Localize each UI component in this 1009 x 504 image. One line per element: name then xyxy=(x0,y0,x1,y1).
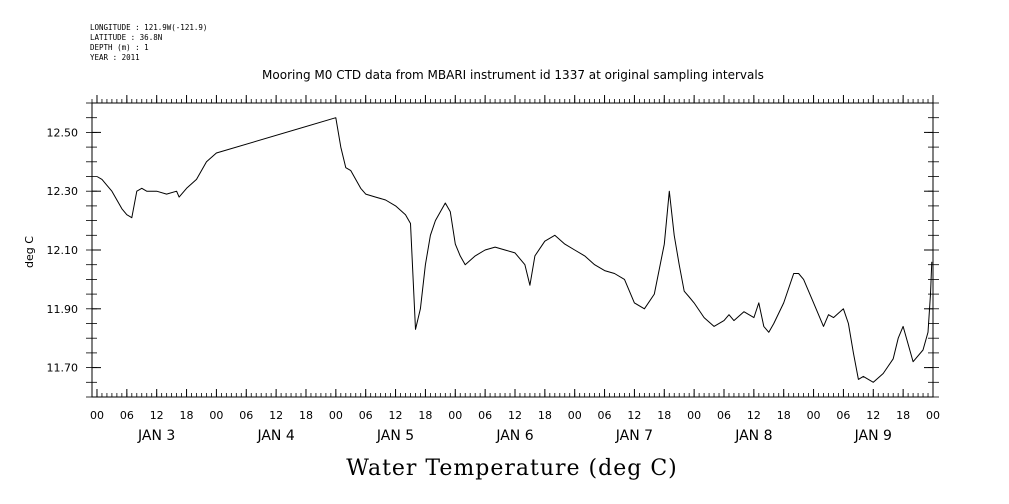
x-day-label: JAN 6 xyxy=(495,428,533,444)
x-tick-label: 18 xyxy=(418,409,432,422)
x-day-label: JAN 9 xyxy=(854,428,892,444)
x-tick-label: 06 xyxy=(239,409,253,422)
meta-line-latitude: LATITUDE : 36.8N xyxy=(90,33,163,42)
x-tick-label: 18 xyxy=(180,409,194,422)
meta-line-year: YEAR : 2011 xyxy=(90,53,140,62)
x-tick-label: 00 xyxy=(807,409,821,422)
x-tick-label: 00 xyxy=(90,409,104,422)
x-tick-label: 00 xyxy=(329,409,343,422)
y-tick-label: 11.70 xyxy=(47,362,79,375)
x-tick-label: 12 xyxy=(150,409,164,422)
y-tick-label: 12.50 xyxy=(47,126,79,139)
x-tick-label: 06 xyxy=(717,409,731,422)
y-tick-label: 12.30 xyxy=(47,185,79,198)
x-tick-label: 18 xyxy=(777,409,791,422)
x-tick-label: 12 xyxy=(747,409,761,422)
meta-line-depth: DEPTH (m) : 1 xyxy=(90,43,149,52)
x-tick-label: 12 xyxy=(269,409,283,422)
x-tick-label: 18 xyxy=(657,409,671,422)
x-tick-label: 12 xyxy=(389,409,403,422)
chart-title: Mooring M0 CTD data from MBARI instrumen… xyxy=(262,68,764,82)
x-tick-label: 06 xyxy=(120,409,134,422)
x-tick-label: 06 xyxy=(598,409,612,422)
x-tick-label: 06 xyxy=(836,409,850,422)
footer-title: Water Temperature (deg C) xyxy=(346,456,678,481)
x-tick-label: 00 xyxy=(926,409,940,422)
x-tick-label: 18 xyxy=(299,409,313,422)
x-tick-label: 00 xyxy=(568,409,582,422)
x-day-label: JAN 8 xyxy=(734,428,772,444)
x-tick-label: 18 xyxy=(896,409,910,422)
x-tick-label: 06 xyxy=(359,409,373,422)
x-tick-label: 00 xyxy=(209,409,223,422)
y-axis-label: deg C xyxy=(23,236,36,268)
plot-frame xyxy=(91,102,934,398)
x-day-label: JAN 3 xyxy=(137,428,175,444)
x-tick-label: 12 xyxy=(627,409,641,422)
series-group xyxy=(96,117,933,383)
x-tick-label: 00 xyxy=(448,409,462,422)
axes-group: 00 06 12 18 00 06 12 18 00 06 12 18 00 06 12 18 00 06 12 18… xyxy=(47,95,940,444)
x-tick-label: 06 xyxy=(478,409,492,422)
metadata-block: LONGITUDE : 121.9W(-121.9) LATITUDE : 36… xyxy=(90,23,207,63)
x-day-label: JAN 4 xyxy=(256,428,294,444)
y-tick-label: 12.10 xyxy=(47,244,79,257)
x-tick-label: 18 xyxy=(538,409,552,422)
series-line xyxy=(96,117,933,383)
x-tick-label: 12 xyxy=(508,409,522,422)
x-day-label: JAN 7 xyxy=(615,428,653,444)
x-tick-label: 00 xyxy=(687,409,701,422)
meta-line-longitude: LONGITUDE : 121.9W(-121.9) xyxy=(90,23,208,32)
x-tick-label: 12 xyxy=(866,409,880,422)
x-day-label: JAN 5 xyxy=(376,428,414,444)
y-tick-label: 11.90 xyxy=(47,303,79,316)
